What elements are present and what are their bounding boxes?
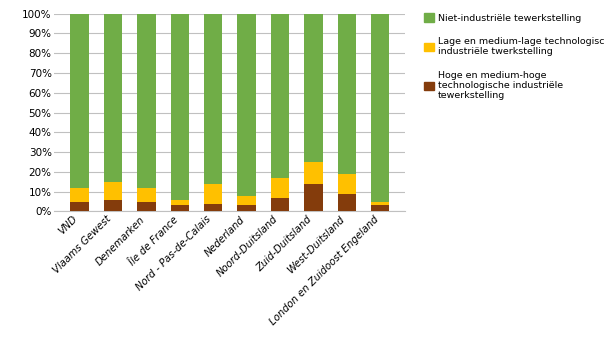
Bar	[237, 206, 256, 211]
Bar	[70, 14, 89, 188]
Bar	[271, 197, 289, 211]
Bar	[104, 199, 122, 211]
Bar	[204, 184, 223, 204]
Bar	[338, 174, 356, 194]
Bar	[304, 162, 322, 184]
Bar	[338, 14, 356, 174]
Bar	[271, 178, 289, 197]
Bar	[137, 188, 155, 202]
Bar	[304, 14, 322, 162]
Bar	[271, 14, 289, 178]
Bar	[204, 14, 223, 184]
Bar	[371, 202, 390, 206]
Bar	[171, 14, 189, 199]
Bar	[137, 202, 155, 211]
Bar	[104, 182, 122, 199]
Bar	[171, 206, 189, 211]
Bar	[70, 202, 89, 211]
Bar	[137, 14, 155, 188]
Bar	[104, 14, 122, 182]
Bar	[70, 188, 89, 202]
Bar	[338, 194, 356, 211]
Legend: Niet-industriële tewerkstelling, Lage en medium-lage technologische
industriële : Niet-industriële tewerkstelling, Lage en…	[422, 12, 605, 102]
Bar	[237, 14, 256, 196]
Bar	[204, 204, 223, 211]
Bar	[371, 206, 390, 211]
Bar	[171, 199, 189, 206]
Bar	[304, 184, 322, 211]
Bar	[237, 196, 256, 206]
Bar	[371, 14, 390, 202]
